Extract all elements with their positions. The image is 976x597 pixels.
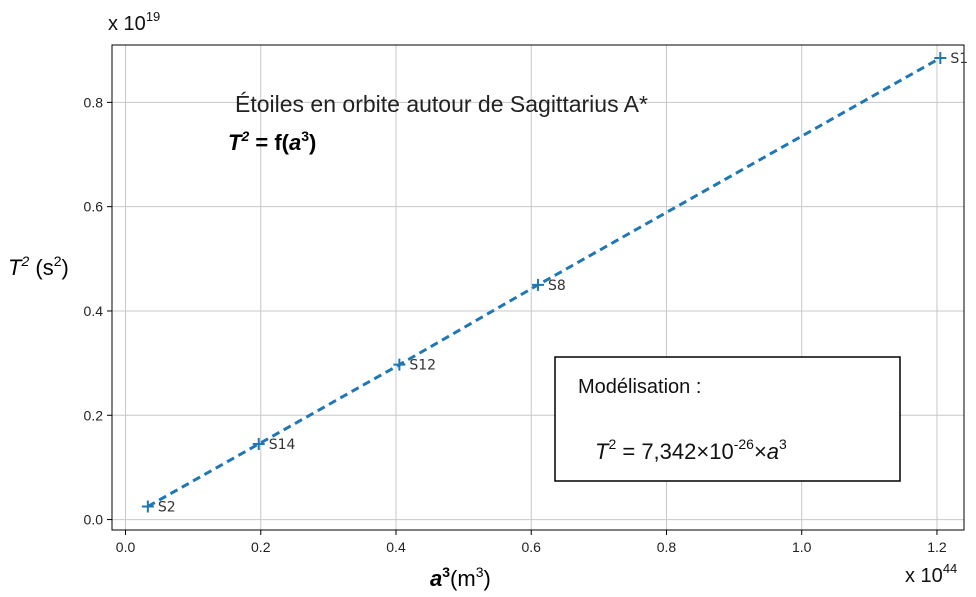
y-tick-label: 0.8 — [84, 94, 104, 110]
y-tick-label: 0.0 — [84, 512, 104, 528]
data-point-marker — [934, 52, 947, 65]
x-tick-label: 1.0 — [792, 539, 812, 555]
x-ticks: 0.0 0.2 0.4 0.6 0.8 1.0 1.2 — [116, 530, 947, 555]
y-tick-label: 0.6 — [84, 199, 104, 215]
data-point-marker — [532, 278, 544, 291]
model-box: Modélisation : T2 = 7,342×10-26×a3 — [554, 356, 901, 482]
x-tick-label: 1.2 — [927, 539, 947, 555]
model-equation: T2 = 7,342×10-26×a3 — [595, 436, 787, 464]
data-point-marker — [393, 358, 406, 371]
x-multiplier: x 1044 — [905, 561, 957, 587]
data-point-marker — [252, 437, 265, 450]
model-box-frame — [554, 356, 901, 482]
x-tick-label: 0.4 — [386, 539, 406, 555]
x-tick-label: 0.6 — [522, 539, 542, 555]
y-tick-label: 0.4 — [84, 303, 104, 319]
data-point-marker — [141, 500, 154, 513]
data-point-label: S12 — [409, 358, 436, 374]
plot-frame — [111, 44, 965, 531]
x-tick-label: 0.8 — [657, 539, 677, 555]
model-box-title: Modélisation : — [578, 376, 701, 398]
point-labels: S2 S14 S12 S8 S1 — [158, 51, 968, 515]
chart-title: Étoiles en orbite autour de Sagittarius … — [235, 91, 648, 117]
y-multiplier: x 1019 — [108, 9, 160, 35]
data-point-label: S2 — [158, 500, 176, 516]
data-markers — [141, 52, 947, 513]
y-ticks: 0.0 0.2 0.4 0.6 0.8 — [84, 94, 112, 528]
x-axis-label: a3(m3) — [430, 564, 491, 591]
data-point-label: S14 — [269, 437, 296, 453]
chart-subtitle: T2 = f(a3) — [228, 128, 316, 155]
y-axis-label: T2 (s2) — [8, 253, 69, 280]
data-point-label: S8 — [548, 278, 566, 294]
x-tick-label: 0.2 — [251, 539, 271, 555]
data-point-label: S1 — [950, 51, 968, 67]
x-tick-label: 0.0 — [116, 539, 136, 555]
y-tick-label: 0.2 — [84, 407, 104, 423]
